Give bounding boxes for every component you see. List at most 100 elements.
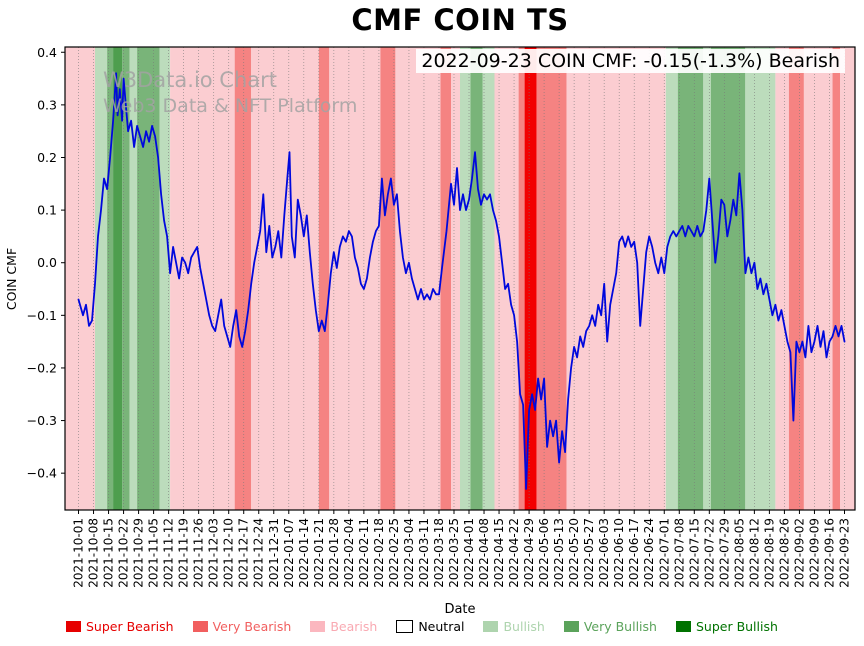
x-tick-label: 2022-04-08 <box>477 518 491 588</box>
zone-band-bullish <box>129 47 138 510</box>
x-tick-label: 2022-02-04 <box>342 518 356 588</box>
legend-item-super-bullish: Super Bullish <box>675 619 778 634</box>
x-tick-label: 2021-10-08 <box>87 518 101 588</box>
legend-label: Very Bearish <box>212 619 292 634</box>
x-tick-label: 2022-08-05 <box>732 518 746 588</box>
watermark: W3Data.io Chart Web3 Data & NFT Platform <box>103 66 357 120</box>
x-tick-label: 2021-11-19 <box>177 518 191 588</box>
zone-band-very-bearish <box>788 47 804 510</box>
zone-legend: Super Bearish Very Bearish Bearish Neutral B… <box>66 619 778 634</box>
zone-band-bullish <box>460 47 471 510</box>
x-tick-label: 2022-02-11 <box>357 518 371 588</box>
zone-band-very-bullish <box>710 47 746 510</box>
legend-label: Neutral <box>418 619 465 634</box>
y-tick-label: 0.2 <box>37 150 57 165</box>
legend-item-bearish: Bearish <box>310 619 377 634</box>
legend-label: Bullish <box>503 619 545 634</box>
legend-swatch <box>310 621 326 632</box>
chart-title: CMF COIN TS <box>351 3 569 37</box>
y-tick-label: 0.1 <box>37 203 57 218</box>
legend-swatch <box>675 621 691 632</box>
latest-value-annotation: 2022-09-23 COIN CMF: -0.15(-1.3%) Bearis… <box>416 49 845 73</box>
line-series-layer <box>77 72 846 490</box>
watermark-line2: Web3 Data & NFT Platform <box>103 95 358 118</box>
x-tick-label: 2022-03-25 <box>447 518 461 588</box>
zone-band-very-bullish <box>107 47 114 510</box>
x-tick-label: 2022-02-25 <box>387 518 401 588</box>
legend-swatch <box>66 621 81 632</box>
x-tick-label: 2022-01-21 <box>312 518 326 588</box>
zone-band-bullish <box>482 47 495 510</box>
x-tick-label: 2022-09-09 <box>807 518 821 588</box>
zone-band-bullish <box>665 47 678 510</box>
x-tick-label: 2022-08-12 <box>747 518 761 588</box>
y-tick-label: −0.2 <box>27 360 57 375</box>
legend-label: Very Bullish <box>583 619 657 634</box>
x-tick-label: 2021-10-22 <box>117 518 131 588</box>
y-tick-label: −0.4 <box>27 466 57 481</box>
x-tick-label: 2022-09-23 <box>837 518 851 588</box>
zone-band-very-bearish <box>318 47 330 510</box>
x-tick-label: 2022-05-06 <box>537 518 551 588</box>
x-tick-label: 2022-01-07 <box>282 518 296 588</box>
legend-item-bullish: Bullish <box>483 619 545 634</box>
x-tick-label: 2022-06-24 <box>642 518 656 588</box>
x-tick-label: 2022-06-17 <box>627 518 641 588</box>
legend-swatch <box>563 621 579 632</box>
x-tick-label: 2022-01-14 <box>297 518 311 588</box>
legend-label: Bearish <box>330 619 378 634</box>
x-tick-label: 2022-04-01 <box>462 518 476 588</box>
cmf-line-series <box>77 72 846 490</box>
x-tick-label: 2022-03-18 <box>432 518 446 588</box>
x-tick-label: 2022-01-28 <box>327 518 341 588</box>
zone-band-very-bullish <box>122 47 130 510</box>
x-tick-label: 2022-05-20 <box>567 518 581 588</box>
x-tick-label: 2022-07-08 <box>672 518 686 588</box>
zone-band-very-bearish <box>234 47 252 510</box>
x-tick-label: 2022-08-26 <box>777 518 791 588</box>
zone-band-super-bearish <box>524 47 537 510</box>
y-tick-label: 0.4 <box>37 45 57 60</box>
zone-band-bearish <box>803 47 833 510</box>
zone-bands-layer <box>65 47 855 510</box>
zone-band-very-bearish <box>380 47 396 510</box>
zone-band-very-bullish <box>470 47 483 510</box>
x-tick-label: 2022-08-19 <box>762 518 776 588</box>
x-tick-label: 2022-04-22 <box>507 518 521 588</box>
y-tick-label: 0.0 <box>37 255 57 270</box>
zone-band-very-bearish <box>518 47 525 510</box>
legend-label: Super Bullish <box>695 619 778 634</box>
zone-band-bearish <box>451 47 460 510</box>
zone-band-bullish <box>95 47 107 510</box>
legend-swatch <box>192 621 208 632</box>
zone-band-bearish <box>251 47 319 510</box>
x-tick-label: 2022-04-29 <box>522 518 536 588</box>
x-tick-label: 2022-03-11 <box>417 518 431 588</box>
axes-layer: 2021-10-01 2021-10-08 2021-10-15 2021-10-22… <box>27 45 856 588</box>
zone-band-very-bearish <box>440 47 451 510</box>
gridlines-layer <box>78 47 845 510</box>
zone-band-bearish <box>329 47 381 510</box>
x-tick-label: 2022-07-15 <box>687 518 701 588</box>
legend-item-super-bearish: Super Bearish <box>66 619 174 634</box>
zone-band-bearish <box>395 47 441 510</box>
x-tick-label: 2021-12-03 <box>207 518 221 588</box>
legend-swatch <box>483 621 499 632</box>
zone-band-super-bullish <box>113 47 123 510</box>
x-axis-label: Date <box>444 602 475 617</box>
x-tick-label: 2021-11-12 <box>162 518 176 588</box>
x-tick-label: 2022-09-16 <box>822 518 836 588</box>
plot-border <box>64 46 856 511</box>
legend-item-very-bullish: Very Bullish <box>563 619 657 634</box>
x-tick-label: 2021-12-24 <box>252 518 266 588</box>
y-axis-label: COIN CMF <box>4 248 19 310</box>
legend-label: Super Bearish <box>86 619 174 634</box>
zone-band-bearish <box>775 47 789 510</box>
x-tick-label: 2021-10-29 <box>132 518 146 588</box>
zone-band-bearish <box>566 47 666 510</box>
x-tick-label: 2022-09-02 <box>792 518 806 588</box>
x-tick-label: 2021-11-05 <box>147 518 161 588</box>
legend-item-neutral: Neutral <box>396 619 464 634</box>
x-tick-label: 2022-06-10 <box>612 518 626 588</box>
